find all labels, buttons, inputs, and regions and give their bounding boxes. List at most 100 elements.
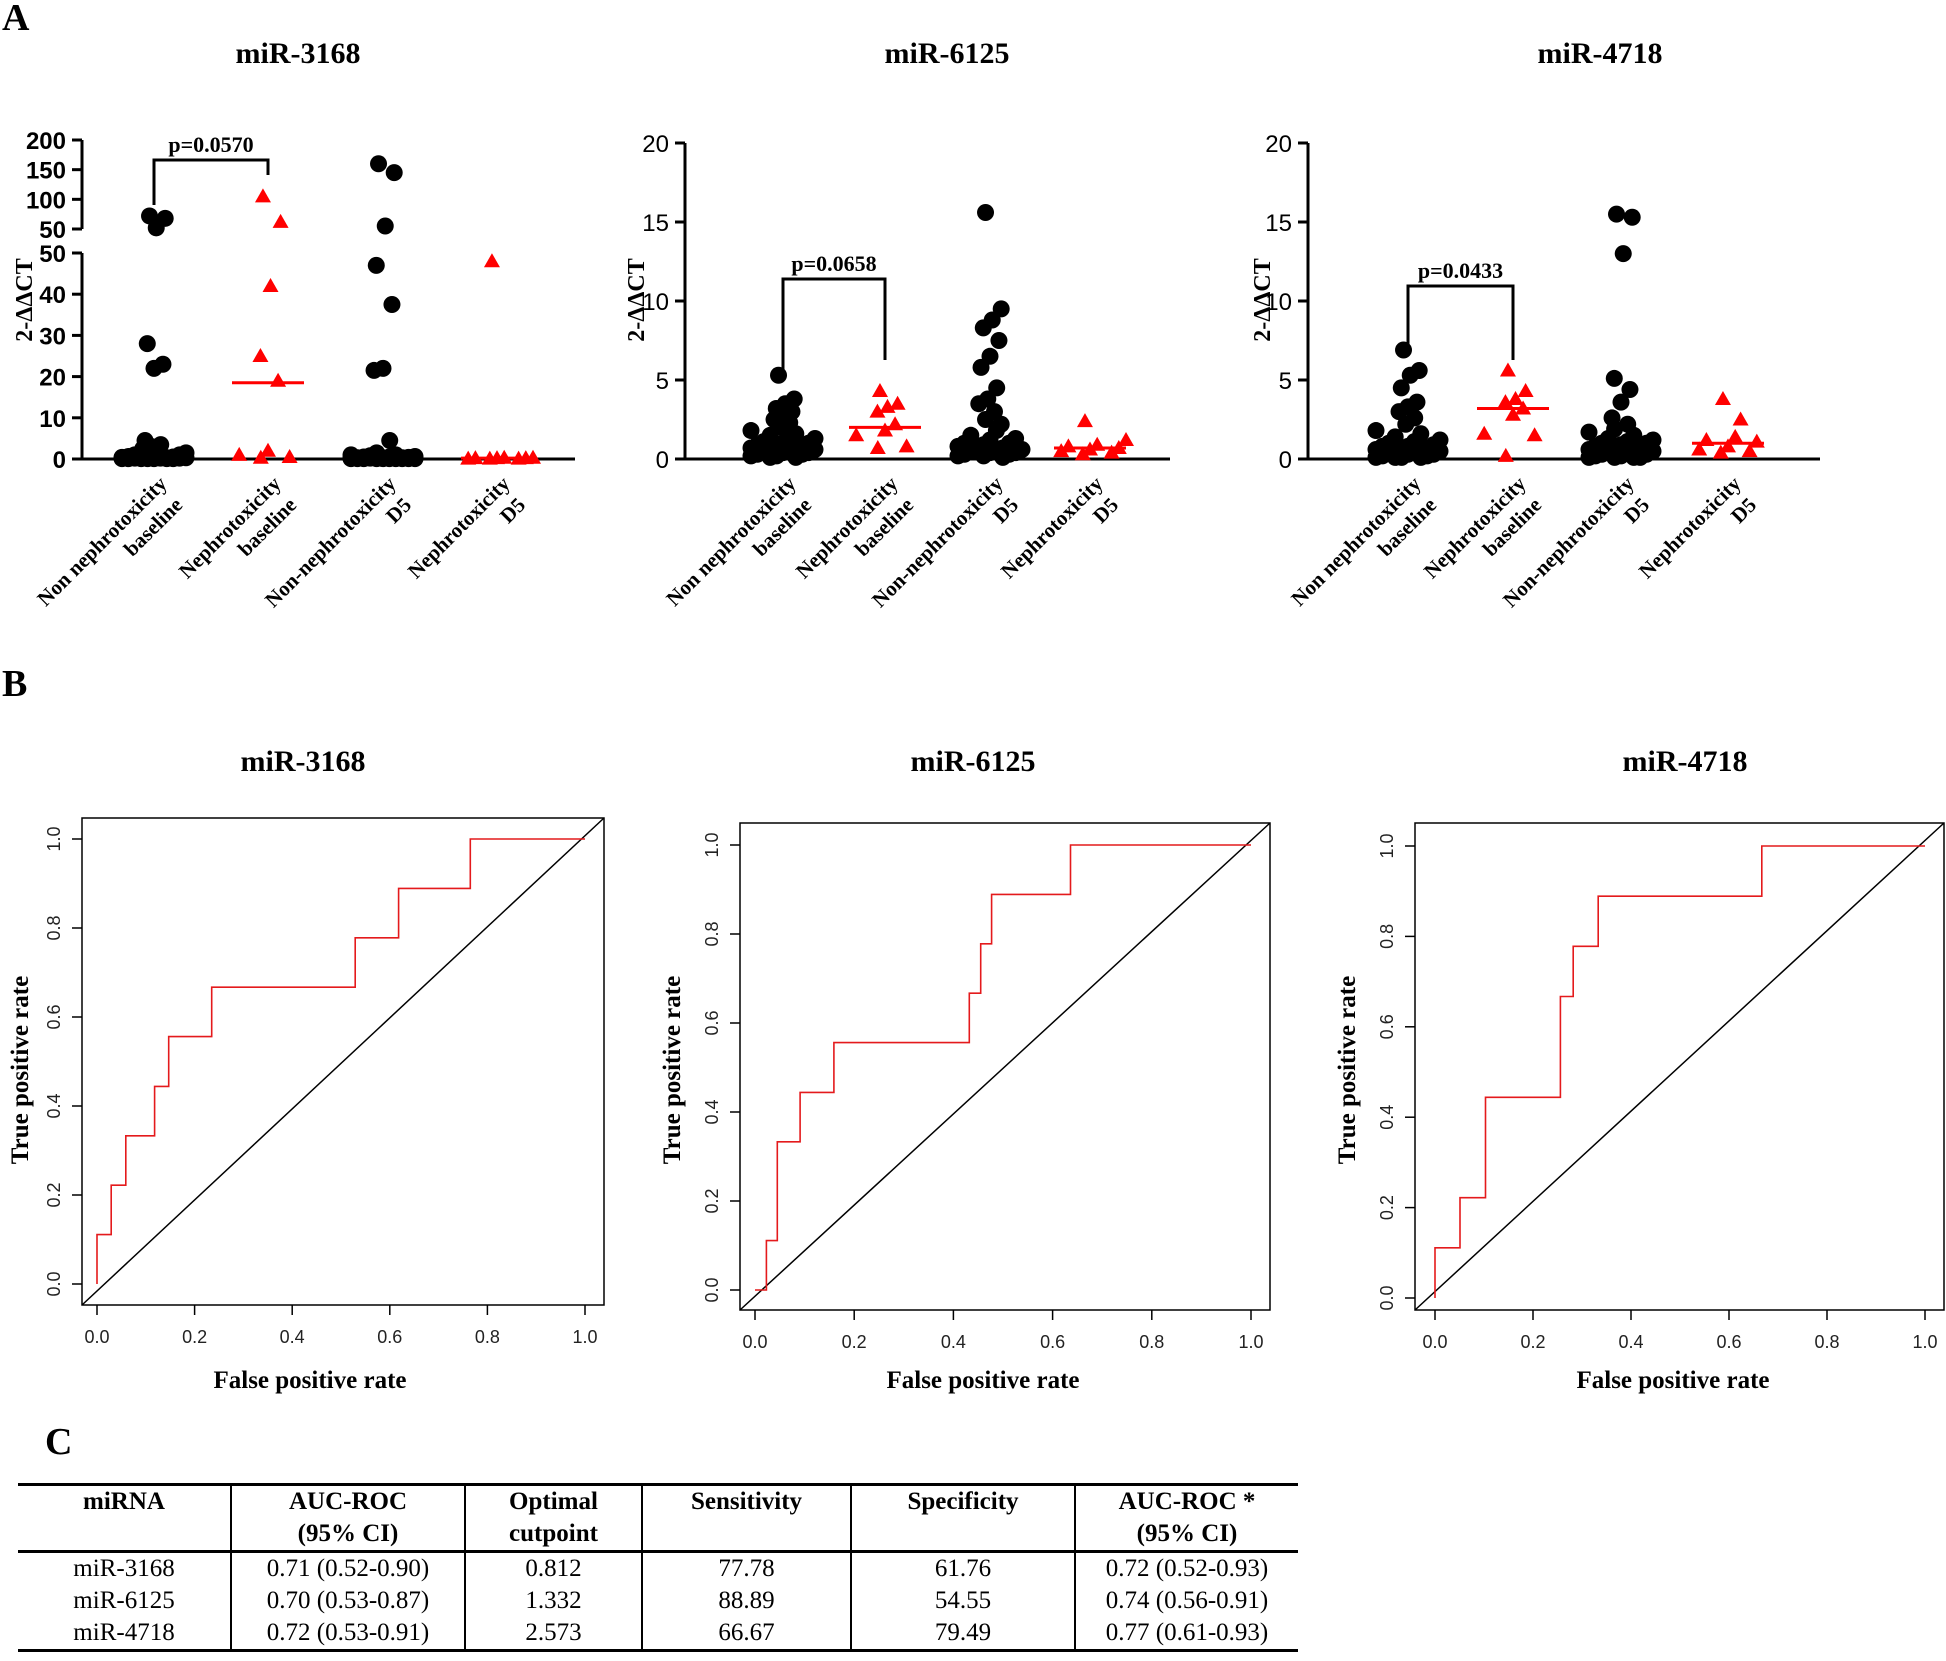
roc-mir4718-y-tick-label: 1.0 [1377, 833, 1397, 858]
scatter-mir6125-data-point [990, 332, 1008, 349]
roc-mir4718-x-tick-label: 0.6 [1716, 1332, 1741, 1352]
scatter-mir3168-data-point [260, 442, 276, 457]
scatter-mir4718-significance-bracket [1406, 284, 1515, 360]
table-header: AUC-ROC (95% CI) [230, 1484, 465, 1552]
scatter-mir3168-data-point [272, 213, 289, 228]
table-cell: 0.71 (0.52-0.90) [230, 1551, 465, 1585]
scatter-mir3168-data-point [138, 335, 156, 353]
scatter-mir6125-data-point [761, 448, 779, 466]
scatter-mir6125-data-point [871, 383, 888, 398]
scatter-mir4718-y-tick-label: 5 [1279, 368, 1292, 395]
scatter-mir4718-data-point [1505, 406, 1521, 421]
roc-mir4718-curve [1434, 845, 1925, 1298]
scatter-mir4718-data-point [1497, 447, 1514, 462]
scatter-mir6125-data-point [770, 366, 788, 384]
scatter-mir3168-data-point [147, 219, 165, 237]
roc-mir6125-x-tick-label: 0.0 [742, 1332, 767, 1352]
scatter-mir3168-data-point [383, 296, 401, 313]
scatter-mir4718-data-point [1606, 448, 1624, 466]
scatter-mir6125-category-label-line: Nephrotoxicity [996, 471, 1108, 583]
scatter-mir3168-data-point [370, 155, 388, 173]
scatter-mir3168-data-point [254, 188, 271, 203]
scatter-mir3168-y-tick-label: 0 [53, 447, 66, 474]
scatter-mir3168-data-point [262, 277, 279, 292]
scatter-mir4718-data-point [1741, 443, 1758, 458]
table-cell: 0.72 (0.52-0.93) [1074, 1551, 1298, 1585]
scatter-mir4718-data-point [1367, 448, 1385, 466]
scatter-mir3168-p-value-label: p=0.0570 [168, 132, 253, 157]
roc-mir6125-x-tick-label: 0.4 [941, 1332, 966, 1352]
auc-table: miRNA AUC-ROC (95% CI) Optimal cutpoint Se… [18, 1483, 1298, 1652]
roc-mir3168-x-tick-label: 0.6 [377, 1327, 402, 1347]
roc-mir6125-y-tick-label: 0.0 [702, 1277, 722, 1302]
scatter-mir3168-y-tick-label: 50 [39, 241, 66, 268]
roc-mir4718-y-tick-label: 0.6 [1377, 1014, 1397, 1039]
roc-mir6125-plot-frame [739, 822, 1271, 1311]
roc-mir3168-y-tick-label: 0.2 [44, 1182, 64, 1207]
scatter-mir6125-data-point [742, 447, 760, 465]
scatter-mir3168-data-point [231, 446, 248, 461]
scatter-title-mir4718: miR-4718 [1537, 37, 1663, 70]
scatter-mir6125-y-tick-label: 5 [656, 368, 669, 395]
scatter-mir4718-data-point [1476, 425, 1493, 440]
scatter-mir4718-data-point [1507, 390, 1524, 405]
scatter-mir6125-data-point [977, 204, 995, 222]
table-cell: miR-4718 [73, 1619, 175, 1646]
scatter-title-mir6125: miR-6125 [884, 37, 1010, 70]
scatter-mir4718-data-point [1605, 369, 1623, 387]
scatter-mir3168-y-tick-label: 100 [26, 187, 66, 214]
scatter-mir3168-y-tick-label: 150 [26, 158, 66, 185]
scatter-mir4718-data-point [1608, 205, 1626, 223]
scatter-mir4718-y-axis-label: 2-ΔΔCT [1250, 258, 1276, 341]
roc-mir4718-x-tick-label: 0.0 [1422, 1332, 1447, 1352]
roc-mir6125-y-tick-label: 1.0 [702, 832, 722, 857]
scatter-mir4718-data-point [1412, 448, 1430, 466]
scatter-mir4718-y-tick-label: 0 [1279, 447, 1292, 474]
roc-mir4718-x-tick-label: 0.4 [1618, 1332, 1643, 1352]
scatter-mir6125-y-tick-label: 20 [642, 131, 669, 158]
roc-mir3168-x-tick-label: 0.4 [280, 1327, 305, 1347]
roc-title-mir6125: miR-6125 [910, 745, 1036, 778]
table-cell: 88.89 [641, 1585, 851, 1617]
roc-mir6125-y-axis-label: True positive rate [659, 976, 686, 1164]
roc-mir4718-y-axis-label: True positive rate [1334, 976, 1361, 1164]
scatter-mir4718-data-point [1526, 427, 1543, 442]
table-row: miR-3168 0.71 (0.52-0.90) 0.812 77.78 61… [18, 1551, 1298, 1585]
scatter-mir3168-y-tick-label: 20 [39, 365, 66, 392]
table-cell: 66.67 [641, 1617, 851, 1651]
roc-mir3168-diagonal-line [81, 817, 605, 1306]
scatter-mir3168-data-point [281, 448, 298, 463]
roc-mir3168-plot-frame [81, 817, 605, 1306]
scatter-mir4718-data-point [1623, 208, 1641, 226]
scatter-mir6125-data-point [898, 438, 915, 453]
scatter-mir6125-data-point [742, 422, 760, 440]
roc-mir3168-y-tick-label: 0.4 [44, 1093, 64, 1118]
table-header: AUC-ROC * (95% CI) [1074, 1484, 1298, 1552]
panel-label-b: B [2, 663, 28, 705]
scatter-mir4718-data-point [1621, 380, 1639, 398]
roc-mir4718-y-tick-label: 0.0 [1377, 1285, 1397, 1310]
scatter-mir6125-data-point [977, 411, 995, 428]
scatter-mir3168-data-point [145, 359, 163, 377]
scatter-mir6125-data-point [1103, 444, 1120, 459]
roc-mir4718-diagonal-line [1414, 822, 1945, 1311]
scatter-mir4718-category-label-line: Nephrotoxicity [1634, 471, 1746, 583]
roc-mir3168-x-tick-label: 0.2 [182, 1327, 207, 1347]
table-row: miR-4718 0.72 (0.53-0.91) 2.573 66.67 79… [18, 1617, 1298, 1651]
roc-mir4718-x-axis-label: False positive rate [1576, 1367, 1769, 1394]
scatter-mir3168-data-point [376, 217, 394, 235]
scatter-mir6125-data-point [1053, 443, 1070, 458]
scatter-mir4718-data-point [1625, 448, 1643, 466]
scatter-mir6125-data-point [1076, 413, 1093, 428]
table-header: Optimal cutpoint [464, 1484, 642, 1552]
roc-mir6125-y-tick-label: 0.2 [702, 1188, 722, 1213]
scatter-mir3168-data-point [270, 372, 287, 387]
scatter-mir4718-data-point [1386, 448, 1404, 466]
scatter-mir6125-data-point [970, 395, 988, 413]
scatter-mir6125-data-point [869, 439, 886, 454]
scatter-mir6125-data-point [889, 395, 906, 410]
scatter-mir4718-p-value-label: p=0.0433 [1418, 258, 1503, 283]
